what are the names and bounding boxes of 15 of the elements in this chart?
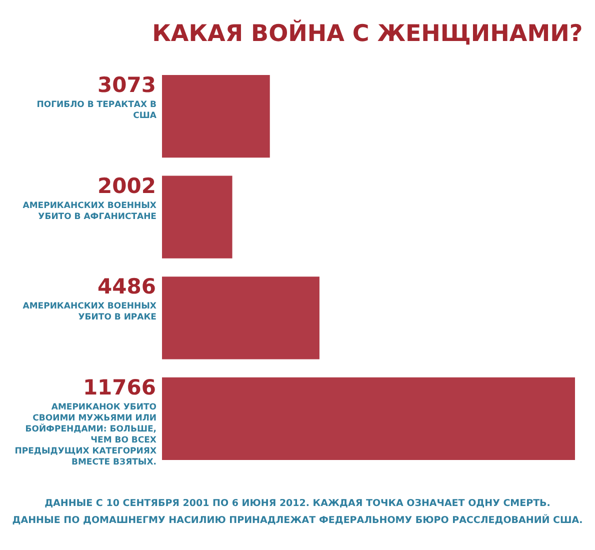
chart-title: КАКАЯ ВОЙНА С ЖЕНЩИНАМИ?	[152, 19, 583, 47]
y-tick-label: ПОГИБЛО В ТЕРАКТАХ В США	[36, 100, 157, 122]
data-label: 3073	[98, 73, 156, 98]
data-label: 4486	[98, 274, 156, 299]
bar	[162, 176, 232, 258]
bar	[162, 377, 575, 460]
data-label: 2002	[98, 174, 156, 198]
y-tick-label: АМЕРИКАНОК УБИТО СВОИМИ МУЖЬЯМИ ИЛИ БОЙФРЕНДАМИ: БОЛЬШЕ, ЧЕМ ВО ВСЕХ ПРЕДЫДУЩИХ КАТЕГОРИЯХ ВМЕСТЕ ВЗЯТЫХ.	[14, 402, 157, 468]
y-tick-label: АМЕРИКАНСКИХ ВОЕННЫХ УБИТО В АФГАНИСТАНЕ	[22, 200, 157, 222]
text: ДАННЫЕ ПО ДОМАШНЕГМУ НАСИЛИЮ ПРИНАДЛЕЖАТ ФЕДЕРАЛЬНОМУ БЮРО РАССЛЕДОВАНИЙ США.	[12, 514, 583, 526]
data-label: 11766	[82, 375, 156, 400]
bar	[162, 276, 320, 360]
y-tick-label: АМЕРИКАНСКИХ ВОЕННЫХ УБИТО В ИРАКЕ	[22, 302, 157, 323]
bar	[162, 75, 270, 158]
text: ДАННЫЕ С 10 СЕНТЯБРЯ 2001 ПО 6 ИЮНЯ 2012. КАЖДАЯ ТОЧКА ОЗНАЧАЕТ ОДНУ СМЕРТЬ.	[44, 498, 550, 509]
